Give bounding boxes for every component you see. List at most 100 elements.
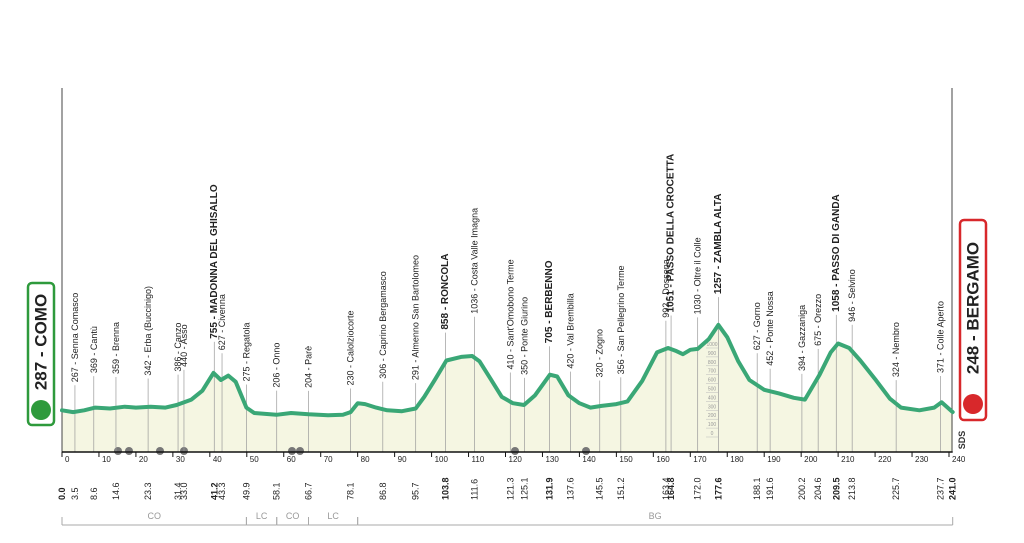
baseline-icons [114, 447, 590, 455]
x-tick-label: 90 [398, 455, 407, 464]
km-label: 164.8 [666, 477, 676, 500]
region-label: CO [147, 511, 161, 521]
km-label: 200.2 [797, 477, 807, 500]
km-label: 121.3 [505, 477, 515, 500]
x-tick-label: 120 [509, 455, 523, 464]
km-label: 151.2 [616, 477, 626, 500]
km-label: 237.7 [935, 477, 945, 500]
x-tick-label: 100 [435, 455, 449, 464]
icon [156, 447, 164, 455]
x-tick-label: 210 [841, 455, 855, 464]
x-tick-label: 110 [472, 455, 485, 464]
waypoint-label: 1051 - PASSO DELLA CROCETTA [666, 154, 677, 313]
region-label: LC [256, 511, 268, 521]
icon [125, 447, 133, 455]
finish-icon [963, 394, 983, 414]
y-tick-label: 600 [708, 378, 717, 384]
km-label: 3.5 [70, 487, 80, 500]
km-label: 78.1 [346, 482, 356, 500]
km-label: 111.6 [469, 479, 479, 500]
km-label: 125.1 [519, 477, 529, 500]
waypoint-label: 369 - Cantù [89, 326, 99, 373]
x-tick-label: 180 [730, 455, 744, 464]
x-tick-label: 50 [250, 455, 259, 464]
x-tick-label: 190 [767, 455, 781, 464]
x-tick-label: 240 [952, 455, 966, 464]
x-tick-label: 130 [545, 455, 559, 464]
km-label: 163.4 [661, 477, 671, 500]
waypoint-label: 356 - San Pellegrino Terme [616, 265, 626, 374]
x-tick-label: 140 [582, 455, 596, 464]
y-tick-label: 300 [708, 404, 717, 410]
waypoint-label: 627 - Civenna [217, 294, 227, 350]
x-tick-label: 200 [804, 455, 818, 464]
x-tick-label: 160 [656, 455, 670, 464]
km-label: 33.0 [179, 482, 189, 500]
finish-frame [958, 218, 988, 422]
y-tick-label: 900 [708, 351, 717, 357]
waypoint-label: 1257 - ZAMBLA ALTA [713, 194, 724, 295]
y-tick-label: 0 [711, 431, 714, 437]
waypoint-label: 267 - Senna Comasco [70, 293, 80, 383]
km-label: 209.5 [831, 477, 841, 500]
start-icon [31, 400, 51, 420]
region-label: BG [649, 511, 662, 521]
logo: SDS [957, 431, 967, 450]
y-tick-label: 1000 [706, 342, 717, 348]
waypoint-label: 291 - Almenno San Bartolomeo [411, 255, 421, 380]
km-label: 172.0 [693, 477, 703, 500]
x-tick-label: 230 [915, 455, 929, 464]
x-tick-label: 30 [176, 455, 185, 464]
km-label: 225.7 [891, 477, 901, 500]
km-label: 177.6 [713, 477, 723, 500]
x-tick-label: 80 [361, 455, 370, 464]
x-tick-label: 20 [139, 455, 148, 464]
waypoint-label: 320 - Zogno [595, 329, 605, 378]
x-tick-label: 220 [878, 455, 892, 464]
x-tick-label: 0 [65, 455, 70, 464]
km-label: 43.3 [217, 482, 227, 500]
start-frame [26, 281, 56, 427]
waypoint-label: 204 - Parè [304, 346, 314, 388]
start-box: 287 - COMO [26, 281, 56, 427]
profile-line [60, 322, 955, 418]
start-label: 287 - COMO [32, 294, 51, 390]
km-label: 137.6 [566, 477, 576, 500]
waypoint-label: 410 - Sant'Omobono Terme [505, 259, 515, 369]
x-tick-label: 60 [287, 455, 296, 464]
x-tick-label: 170 [693, 455, 707, 464]
waypoint-label: 1030 - Oltre il Colle [693, 237, 703, 314]
profile-area [62, 324, 953, 452]
waypoint-label: 350 - Ponte Giurino [519, 297, 529, 375]
waypoint-label: 342 - Erba (Buccinigo) [143, 286, 153, 376]
waypoint-label: 1036 - Costa Valle Imagna [469, 208, 479, 314]
icon [288, 447, 296, 455]
region-label: LC [327, 511, 339, 521]
waypoint-label: 1058 - PASSO DI GANDA [831, 194, 842, 312]
waypoint-label: 420 - Val Brembilla [566, 293, 576, 368]
y-tick-label: 800 [708, 360, 717, 366]
waypoint-label: 675 - Orezzo [813, 294, 823, 346]
waypoint-label: 324 - Nembro [891, 322, 901, 377]
waypoint-label: 946 - Selvino [847, 269, 857, 322]
waypoint-label: 705 - BERBENNO [544, 260, 555, 343]
finish-box: 248 - BERGAMO [958, 218, 988, 422]
y-tick-label: 500 [708, 387, 717, 393]
waypoint-label: 230 - Calolziocorte [346, 310, 356, 385]
waypoint-label: 755 - MADONNA DEL GHISALLO [209, 184, 220, 339]
x-tick-label: 150 [619, 455, 633, 464]
waypoint-label: 359 - Brenna [111, 322, 121, 374]
icon [582, 447, 590, 455]
waypoint-label: 440 - Asso [179, 324, 189, 367]
waypoint-label: 394 - Gazzaniga [797, 305, 807, 371]
km-label: 23.3 [143, 482, 153, 500]
x-tick-label: 10 [102, 455, 111, 464]
waypoint-label: 452 - Ponte Nossa [765, 291, 775, 366]
region-label: CO [286, 511, 300, 521]
km-label: 241.0 [948, 477, 958, 500]
km-label: 31.4 [173, 482, 183, 500]
waypoint-label: 992 - Dossena [661, 259, 671, 318]
waypoint-label: 306 - Caprino Bergamasco [378, 271, 388, 379]
y-tick-label: 400 [708, 395, 717, 401]
